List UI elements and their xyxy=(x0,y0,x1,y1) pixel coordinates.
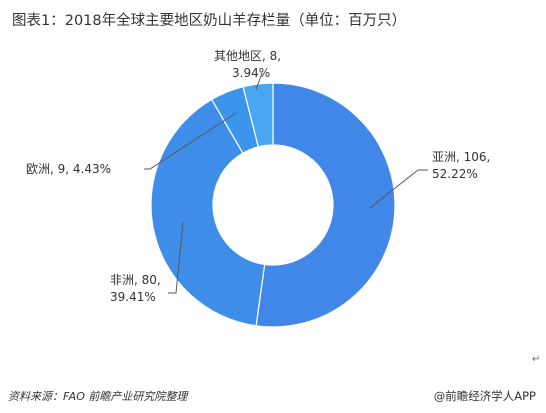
chart-title: 图表1：2018年全球主要地区奶山羊存栏量（单位：百万只） xyxy=(12,13,407,29)
leader-line-3 xyxy=(144,112,237,170)
slice-percent-4: 3.94% xyxy=(232,66,270,80)
slice-4 xyxy=(242,82,274,148)
slice-label-3: 欧洲, 9, 4.43% xyxy=(26,162,111,176)
leader-line-2 xyxy=(168,221,184,294)
brand-label: @前瞻经济学人APP xyxy=(433,389,536,403)
slice-label-4: 其他地区, 8, xyxy=(214,49,281,63)
return-mark: ↵ xyxy=(532,354,541,365)
leader-line-1 xyxy=(369,169,428,209)
slice-1 xyxy=(255,82,396,328)
donut-chart: 亚洲, 106, 52.22% 非洲, 80, 39.41% 欧洲, 9, 4.43% 其… xyxy=(26,49,490,328)
slice-percent-1: 52.22% xyxy=(432,167,478,181)
source-note: 资料来源：FAO 前瞻产业研究院整理 xyxy=(8,390,188,403)
leader-line-4 xyxy=(255,72,263,91)
slice-label-1: 亚洲, 106, xyxy=(432,150,490,164)
slice-label-2: 非洲, 80, xyxy=(110,273,161,287)
slice-2 xyxy=(150,98,266,327)
slice-percent-2: 39.41% xyxy=(110,290,156,304)
